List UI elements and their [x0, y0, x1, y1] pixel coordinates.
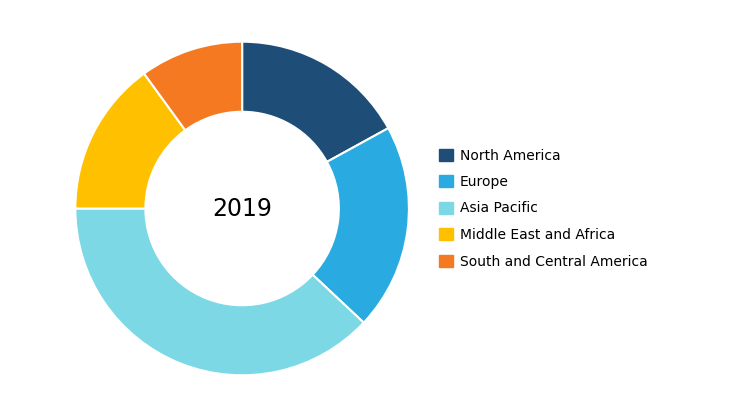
Wedge shape	[75, 73, 186, 208]
Wedge shape	[144, 42, 242, 130]
Legend: North America, Europe, Asia Pacific, Middle East and Africa, South and Central A: North America, Europe, Asia Pacific, Mid…	[439, 148, 647, 269]
Text: 2019: 2019	[212, 196, 272, 221]
Wedge shape	[75, 208, 364, 375]
Wedge shape	[242, 42, 388, 162]
Wedge shape	[313, 128, 409, 323]
